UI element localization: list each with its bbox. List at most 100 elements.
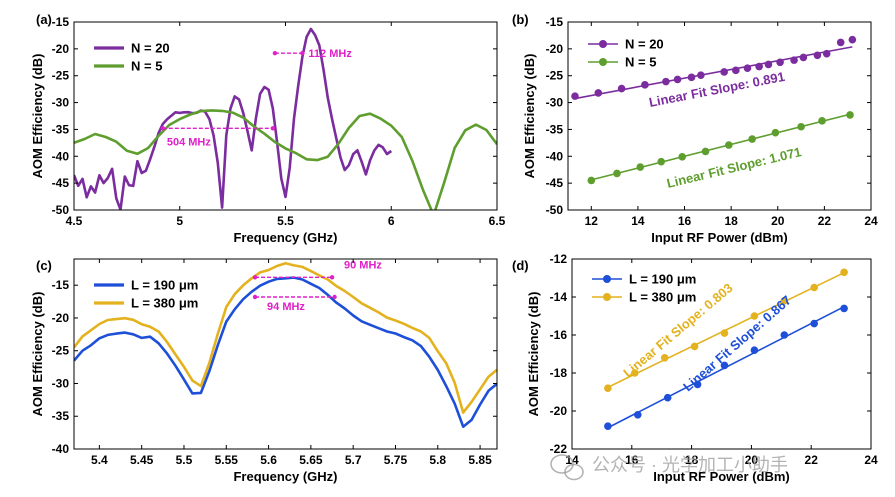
- annotation-endpoint: [300, 50, 305, 56]
- plot-data: [74, 262, 497, 428]
- axes-frame: [571, 258, 872, 450]
- x-tick-label: 5.4: [91, 453, 108, 467]
- data-point: [720, 329, 729, 337]
- watermark-text: 公众号 · 光学加工小助手: [592, 455, 788, 475]
- fit-slope-label: Linear Fit Slope: 0.891: [648, 69, 786, 110]
- data-point: [840, 304, 848, 313]
- x-tick-label: 5.85: [468, 453, 492, 467]
- legend-label: L = 190 μm: [131, 278, 198, 293]
- x-tick-label: 20: [745, 453, 759, 467]
- data-point: [720, 68, 728, 76]
- data-point: [755, 62, 763, 71]
- y-tick-label: -25: [52, 344, 70, 358]
- series-line-2: [74, 109, 497, 210]
- data-point: [641, 81, 649, 89]
- x-tick-label: 5.55: [215, 453, 239, 467]
- legend-entry: L = 380 μm: [592, 290, 696, 305]
- x-tick-label: 12: [585, 214, 599, 228]
- annotation-label: 90 MHz: [344, 259, 382, 271]
- legend-entry: L = 190 μm: [592, 272, 696, 287]
- annotation-endpoint: [252, 275, 258, 280]
- x-tick-label: 18: [685, 453, 699, 467]
- data-point: [693, 380, 702, 389]
- legend-entry: L = 190 μm: [94, 278, 198, 293]
- annotation-endpoint: [270, 126, 276, 131]
- x-tick-label: 22: [805, 453, 819, 467]
- y-tick-label: -18: [550, 366, 568, 380]
- data-point: [613, 169, 621, 178]
- x-tick-label: 24: [864, 453, 878, 467]
- x-tick-label: 5.7: [345, 453, 362, 467]
- plot-data: [571, 35, 857, 185]
- legend-label: L = 380 μm: [131, 296, 198, 311]
- plot-data: [604, 268, 848, 431]
- y-tick-label: -20: [546, 42, 564, 56]
- watermark: 公众号 · 光学加工小助手: [550, 454, 788, 481]
- legend-entry: N = 20: [588, 37, 664, 52]
- data-point: [790, 56, 798, 64]
- data-point: [780, 297, 789, 305]
- legend-marker: [603, 293, 611, 301]
- data-point: [690, 342, 699, 351]
- data-point: [836, 38, 845, 47]
- y-tick-label: -12: [550, 252, 568, 266]
- y-tick-label: -20: [52, 42, 70, 56]
- x-tick-label: 5.45: [130, 453, 154, 467]
- x-tick-label: 6.5: [489, 214, 506, 228]
- y-tick-label: -16: [550, 328, 568, 342]
- x-tick-label: 6: [388, 214, 395, 228]
- data-point: [604, 422, 612, 431]
- legend-entry: N = 5: [588, 55, 656, 70]
- y-tick-label: -14: [550, 290, 568, 304]
- x-tick-label: 5.75: [384, 453, 408, 467]
- panel-label: (c): [36, 258, 52, 273]
- data-point: [750, 312, 759, 320]
- annotation-endpoint: [160, 126, 166, 131]
- panel-a: (a) 112 MHz 504 MHz 4.5 5 5.5 6 6.5 -15 -20 -25 -30…: [30, 12, 506, 245]
- y-tick-label: -40: [546, 149, 564, 163]
- y-tick-label: -30: [52, 96, 70, 110]
- y-tick-label: -50: [52, 203, 70, 217]
- x-tick-label: 18: [724, 214, 738, 228]
- x-tick-label: 24: [864, 214, 878, 228]
- y-tick-label: -45: [52, 176, 70, 190]
- y-tick-label: -25: [52, 69, 70, 83]
- y-tick-label: -40: [52, 442, 70, 456]
- y-tick-label: -50: [546, 203, 564, 217]
- y-tick-label: -40: [52, 149, 70, 163]
- legend-entry: N = 20: [94, 41, 170, 56]
- data-point: [633, 411, 642, 419]
- data-point: [818, 117, 826, 125]
- data-point: [840, 268, 848, 277]
- data-point: [701, 147, 710, 156]
- annotation-endpoint: [272, 50, 278, 56]
- annotation-label: 504 MHz: [167, 136, 212, 148]
- y-axis-title: AOM Efficiency (dB): [30, 292, 45, 417]
- data-point: [678, 153, 687, 161]
- x-tick-label: 16: [678, 214, 692, 228]
- data-point: [663, 393, 672, 402]
- x-tick-label: 5.6: [260, 453, 277, 467]
- data-point: [617, 84, 626, 93]
- data-point: [687, 73, 696, 82]
- y-tick-label: -30: [546, 96, 564, 110]
- legend-label: N = 5: [625, 55, 656, 70]
- x-tick-label: 16: [625, 453, 639, 467]
- data-point: [822, 49, 831, 58]
- annotation-endpoint: [332, 294, 337, 300]
- y-tick-label: -35: [546, 122, 564, 136]
- x-tick-label: 20: [771, 214, 785, 228]
- data-point: [732, 66, 740, 75]
- y-tick-label: -45: [546, 176, 564, 190]
- legend-label: N = 20: [131, 41, 170, 56]
- data-point: [636, 163, 645, 171]
- y-tick-label: -30: [52, 376, 70, 390]
- x-tick-label: 14: [631, 214, 645, 228]
- y-tick-label: -25: [546, 69, 564, 83]
- x-tick-label: 22: [818, 214, 832, 228]
- data-point: [750, 346, 759, 355]
- x-tick-label: 5.5: [277, 214, 294, 228]
- series-line-1: [74, 276, 497, 428]
- legend-entry: N = 5: [94, 59, 162, 74]
